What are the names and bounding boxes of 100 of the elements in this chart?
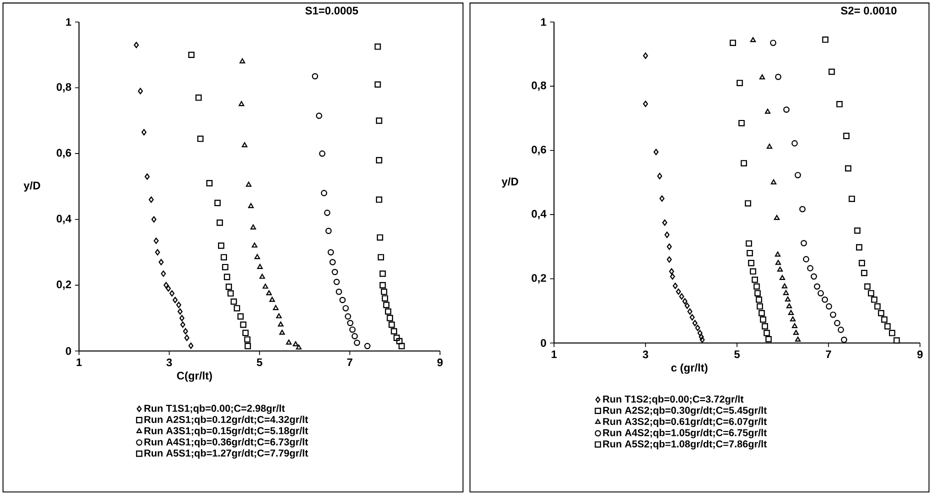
point	[179, 314, 184, 322]
point	[134, 42, 139, 48]
point	[230, 298, 237, 305]
point	[376, 234, 384, 241]
point	[380, 270, 386, 277]
point	[184, 334, 190, 341]
point	[790, 316, 796, 322]
point	[848, 196, 855, 202]
point	[148, 196, 154, 203]
x-axis-title: c (gr/lt)	[671, 364, 708, 374]
point	[178, 308, 183, 315]
point	[352, 333, 358, 340]
y-tick-label: 1	[66, 18, 72, 26]
point	[643, 100, 648, 107]
point	[218, 242, 224, 249]
point	[874, 303, 881, 310]
point	[234, 305, 240, 312]
point	[276, 313, 282, 318]
y-axis-title: y/D	[24, 181, 40, 192]
point	[222, 264, 228, 270]
point	[378, 254, 384, 260]
point	[774, 214, 780, 220]
y-tick-label: 0,6	[56, 148, 72, 158]
point	[736, 80, 743, 86]
x-tick-label: 1	[76, 358, 82, 366]
point	[750, 37, 756, 42]
y-tick-label: 0,2	[56, 280, 72, 290]
x-tick-label: 1	[552, 350, 557, 358]
point	[783, 106, 790, 113]
x-tick-label: 3	[642, 350, 648, 358]
point	[380, 288, 388, 295]
point	[672, 282, 678, 289]
point	[695, 324, 700, 332]
point	[775, 74, 782, 80]
point	[272, 305, 279, 310]
point	[248, 203, 254, 208]
point	[382, 295, 388, 302]
point	[244, 336, 250, 343]
point	[657, 172, 662, 180]
point	[654, 148, 659, 156]
point	[227, 290, 234, 297]
legend-label: Run A3S1;qb=0.15gr/dt;C=5.18gr/lt	[144, 426, 308, 436]
point	[643, 52, 648, 59]
point	[777, 266, 783, 272]
chart-title: S2= 0.0010	[840, 6, 896, 14]
point	[339, 296, 346, 304]
point	[783, 290, 789, 296]
point	[838, 326, 844, 333]
point	[836, 101, 843, 108]
point	[237, 313, 244, 320]
point	[807, 265, 814, 272]
x-tick-label: 7	[347, 358, 352, 366]
y-tick-label: 1	[541, 18, 546, 26]
legend-label: Run A3S2;qb=0.61gr/dt;C=6.07gr/lt	[603, 418, 767, 428]
point	[279, 330, 285, 335]
point	[376, 196, 382, 203]
point	[840, 336, 848, 343]
point	[328, 249, 334, 256]
point	[195, 94, 202, 101]
point	[164, 282, 169, 288]
legend-label: Run A5S1;qb=1.27gr/dt;C=7.79gr/lt	[144, 449, 308, 459]
point	[666, 244, 672, 250]
point	[810, 273, 818, 280]
legend-label: Run T1S1;qb=0.00;C=2.98gr/lt	[144, 404, 285, 414]
point	[354, 340, 360, 346]
point	[740, 160, 748, 166]
point	[744, 200, 752, 206]
point	[784, 296, 791, 302]
point	[254, 254, 260, 260]
point	[786, 303, 792, 308]
y-tick-label: 0,8	[56, 83, 72, 92]
point	[257, 264, 263, 269]
point	[374, 44, 381, 50]
point	[756, 296, 762, 303]
point	[144, 173, 150, 180]
point	[762, 323, 768, 330]
point	[141, 129, 146, 136]
y-tick-label: 0,6	[532, 146, 546, 156]
point	[868, 290, 874, 296]
point	[822, 36, 828, 43]
point	[856, 244, 862, 250]
legend-label: Run T1S2;qb=0.00;C=3.72gr/lt	[603, 395, 744, 405]
point	[792, 323, 798, 328]
point	[795, 336, 801, 342]
point	[197, 136, 204, 142]
point	[760, 316, 766, 323]
legend-label: Run A2S1;qb=0.12gr/dt;C=4.32gr/lt	[144, 416, 308, 426]
y-tick-label: 0,4	[56, 214, 72, 224]
point	[814, 283, 820, 290]
point	[154, 238, 159, 244]
point	[332, 268, 338, 276]
point	[664, 232, 670, 238]
point	[676, 288, 681, 295]
point	[854, 227, 860, 234]
point	[793, 330, 799, 335]
point	[226, 284, 232, 290]
point	[390, 328, 398, 334]
point	[278, 322, 284, 327]
y-tick-label: 0,4	[532, 210, 546, 220]
point	[770, 179, 776, 184]
